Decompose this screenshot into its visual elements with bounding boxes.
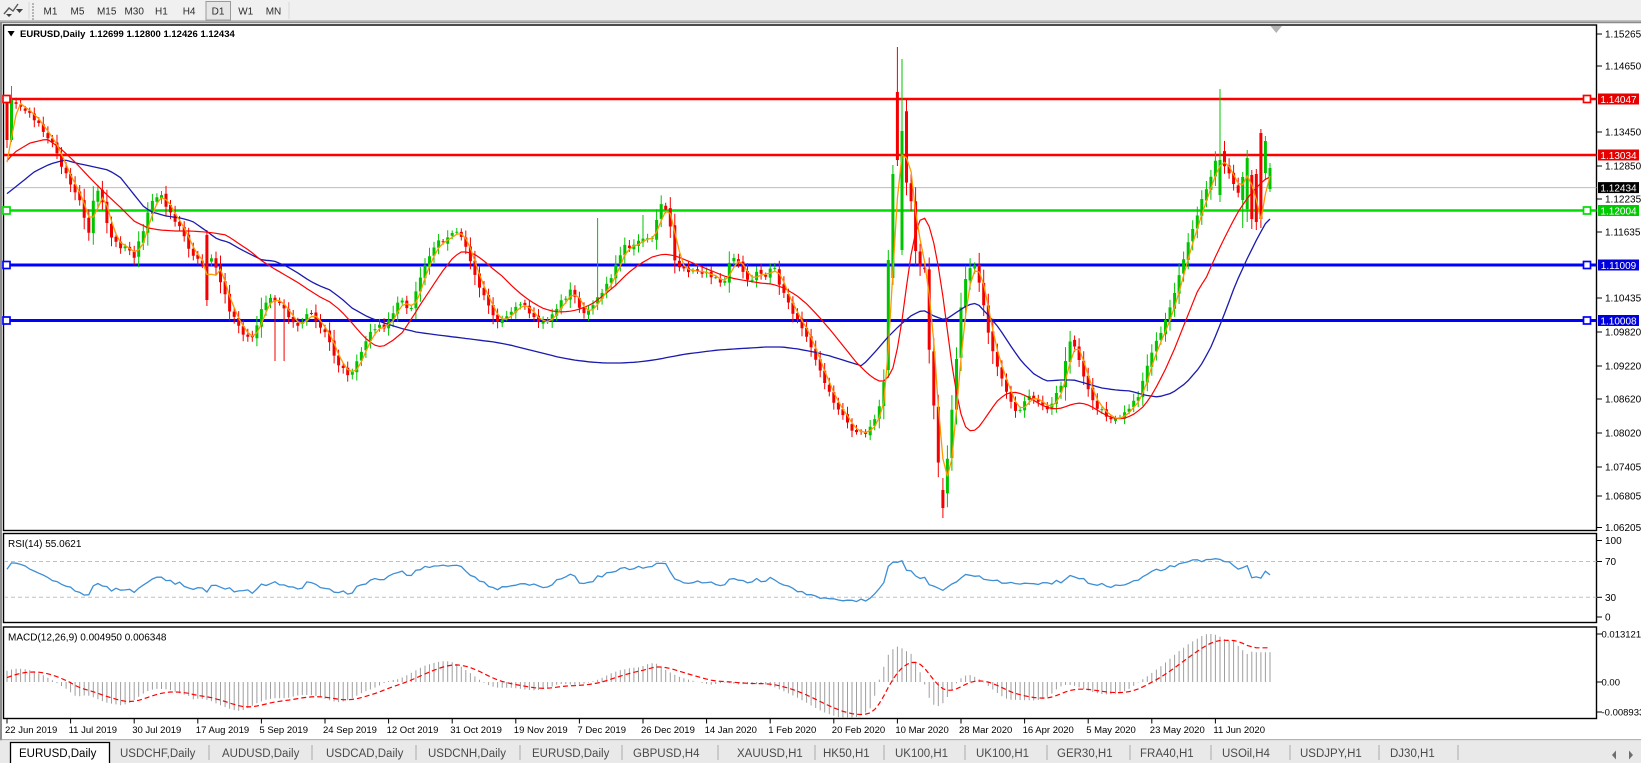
svg-text:20 Feb 2020: 20 Feb 2020	[832, 725, 885, 736]
svg-text:14 Jan 2020: 14 Jan 2020	[705, 725, 757, 736]
svg-text:1.14650: 1.14650	[1605, 62, 1641, 73]
svg-text:0.013121: 0.013121	[1602, 630, 1641, 641]
svg-text:-0.008933: -0.008933	[1602, 708, 1641, 719]
svg-text:11 Jun 2020: 11 Jun 2020	[1213, 725, 1265, 736]
svg-text:UK100,H1: UK100,H1	[895, 748, 948, 760]
svg-text:1 Feb 2020: 1 Feb 2020	[768, 725, 816, 736]
svg-text:EURUSD,Daily: EURUSD,Daily	[19, 748, 97, 760]
svg-text:EURUSD,Daily: EURUSD,Daily	[532, 748, 610, 760]
svg-text:FRA40,H1: FRA40,H1	[1140, 748, 1194, 760]
svg-text:12 Oct 2019: 12 Oct 2019	[387, 725, 439, 736]
svg-text:H1: H1	[155, 7, 168, 18]
svg-text:D1: D1	[212, 7, 225, 18]
svg-text:1.10008: 1.10008	[1600, 316, 1637, 327]
svg-text:5 Sep 2019: 5 Sep 2019	[259, 725, 308, 736]
svg-text:26 Dec 2019: 26 Dec 2019	[641, 725, 695, 736]
svg-text:0.00: 0.00	[1602, 678, 1621, 689]
svg-text:1.12004: 1.12004	[1600, 206, 1637, 217]
svg-text:30: 30	[1605, 593, 1617, 604]
svg-text:USDCAD,Daily: USDCAD,Daily	[326, 748, 404, 760]
svg-text:M15: M15	[97, 7, 117, 18]
svg-text:5 May 2020: 5 May 2020	[1086, 725, 1136, 736]
svg-text:USDCNH,Daily: USDCNH,Daily	[428, 748, 506, 760]
svg-text:MACD(12,26,9) 0.004950 0.00634: MACD(12,26,9) 0.004950 0.006348	[8, 633, 167, 644]
svg-text:1.09820: 1.09820	[1605, 328, 1641, 339]
svg-text:USOil,H4: USOil,H4	[1222, 748, 1271, 760]
svg-text:100: 100	[1605, 536, 1622, 547]
svg-text:EURUSD,Daily: EURUSD,Daily	[20, 29, 86, 40]
svg-text:1.08620: 1.08620	[1605, 395, 1641, 406]
svg-text:H4: H4	[183, 7, 196, 18]
svg-text:1.12434: 1.12434	[1600, 183, 1637, 194]
svg-text:1.13450: 1.13450	[1605, 128, 1641, 139]
svg-text:HK50,H1: HK50,H1	[823, 748, 870, 760]
svg-text:23 May 2020: 23 May 2020	[1150, 725, 1205, 736]
svg-text:0: 0	[1605, 613, 1611, 624]
svg-text:USDJPY,H1: USDJPY,H1	[1300, 748, 1362, 760]
svg-text:M5: M5	[71, 7, 85, 18]
svg-text:31 Oct 2019: 31 Oct 2019	[450, 725, 502, 736]
svg-text:UK100,H1: UK100,H1	[976, 748, 1029, 760]
svg-text:16 Apr 2020: 16 Apr 2020	[1023, 725, 1074, 736]
svg-text:1.09220: 1.09220	[1605, 362, 1641, 373]
svg-text:11 Jul 2019: 11 Jul 2019	[69, 725, 117, 736]
svg-text:GBPUSD,H4: GBPUSD,H4	[633, 748, 700, 760]
svg-text:1.11635: 1.11635	[1605, 228, 1641, 239]
svg-text:10 Mar 2020: 10 Mar 2020	[895, 725, 948, 736]
svg-text:1.12699 1.12800 1.12426 1.1243: 1.12699 1.12800 1.12426 1.12434	[90, 29, 236, 40]
svg-text:M1: M1	[44, 7, 58, 18]
svg-text:DJ30,H1: DJ30,H1	[1390, 748, 1435, 760]
svg-text:XAUUSD,H1: XAUUSD,H1	[737, 748, 803, 760]
svg-text:W1: W1	[238, 7, 253, 18]
svg-text:1.07405: 1.07405	[1605, 463, 1641, 474]
svg-text:1.06805: 1.06805	[1605, 492, 1641, 503]
svg-text:M30: M30	[124, 7, 144, 18]
svg-text:70: 70	[1605, 557, 1617, 568]
svg-text:17 Aug 2019: 17 Aug 2019	[196, 725, 249, 736]
svg-text:1.13034: 1.13034	[1600, 151, 1637, 162]
svg-text:1.15265: 1.15265	[1605, 30, 1641, 41]
svg-text:1.11009: 1.11009	[1601, 261, 1637, 272]
svg-text:7 Dec 2019: 7 Dec 2019	[577, 725, 626, 736]
svg-text:1.08020: 1.08020	[1605, 429, 1641, 440]
svg-text:1.10435: 1.10435	[1605, 294, 1641, 305]
svg-text:1.12235: 1.12235	[1605, 195, 1641, 206]
svg-text:MN: MN	[266, 7, 282, 18]
svg-text:AUDUSD,Daily: AUDUSD,Daily	[222, 748, 300, 760]
svg-text:19 Nov 2019: 19 Nov 2019	[514, 725, 568, 736]
svg-text:28 Mar 2020: 28 Mar 2020	[959, 725, 1012, 736]
svg-text:24 Sep 2019: 24 Sep 2019	[323, 725, 377, 736]
svg-text:RSI(14) 55.0621: RSI(14) 55.0621	[8, 539, 82, 550]
svg-text:GER30,H1: GER30,H1	[1057, 748, 1113, 760]
svg-text:30 Jul 2019: 30 Jul 2019	[132, 725, 181, 736]
svg-text:1.14047: 1.14047	[1600, 95, 1637, 106]
svg-text:22 Jun 2019: 22 Jun 2019	[5, 725, 57, 736]
svg-text:1.12850: 1.12850	[1605, 162, 1641, 173]
svg-text:USDCHF,Daily: USDCHF,Daily	[120, 748, 196, 760]
svg-text:1.06205: 1.06205	[1605, 523, 1641, 534]
